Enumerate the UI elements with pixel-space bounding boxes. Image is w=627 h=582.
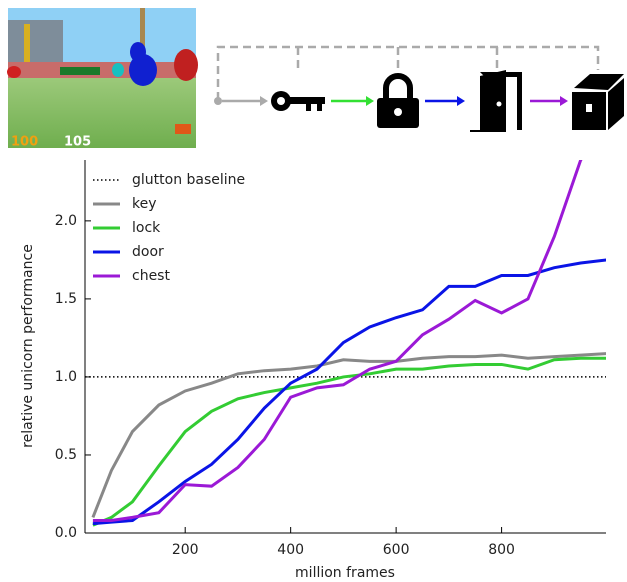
x-tick-label: 400 xyxy=(277,542,304,558)
guitar xyxy=(129,54,157,86)
start-dot xyxy=(214,97,222,105)
game-screenshot: 100 105 xyxy=(7,8,198,150)
x-axis-label: million frames xyxy=(295,565,395,581)
y-tick-label: 0.5 xyxy=(55,447,77,463)
y-tick-label: 0.0 xyxy=(55,525,77,541)
lock-icon xyxy=(377,73,419,128)
wall xyxy=(8,62,196,80)
pillar xyxy=(24,24,30,70)
object xyxy=(112,63,124,77)
building xyxy=(8,20,63,70)
door-icon xyxy=(470,70,522,132)
hud-armor: 105 xyxy=(64,135,91,150)
series-line xyxy=(91,352,606,518)
arrow-head xyxy=(260,96,268,106)
task-icons xyxy=(214,70,624,132)
legend-label: chest xyxy=(132,268,170,284)
plot: million frames relative unicorn performa… xyxy=(20,160,606,581)
x-tick-label: 600 xyxy=(383,542,410,558)
object xyxy=(175,124,191,134)
y-tick-label: 1.5 xyxy=(55,291,77,307)
arrow-head xyxy=(560,96,568,106)
y-tick-label: 2.0 xyxy=(55,213,77,229)
chest-icon xyxy=(572,74,624,130)
ground xyxy=(8,78,196,148)
pole xyxy=(140,8,145,70)
legend-label: door xyxy=(132,244,164,260)
arrow-head xyxy=(457,96,465,106)
series-line xyxy=(92,356,606,527)
x-tick-label: 200 xyxy=(172,542,199,558)
key-icon xyxy=(271,91,325,111)
y-tick-label: 1.0 xyxy=(55,369,77,385)
x-tick-label: 800 xyxy=(488,542,515,558)
legend-label: lock xyxy=(132,220,161,236)
guitar xyxy=(130,42,146,62)
legend-label: key xyxy=(132,196,157,212)
hud-health: 100 xyxy=(11,135,38,150)
object xyxy=(174,49,198,81)
arrow-head xyxy=(366,96,374,106)
y-axis-label: relative unicorn performance xyxy=(20,244,36,448)
object xyxy=(60,67,100,75)
series-line xyxy=(92,160,583,523)
object xyxy=(7,66,21,78)
plot-lines xyxy=(85,160,606,527)
series-line xyxy=(92,258,606,526)
legend-label: glutton baseline xyxy=(132,172,245,188)
